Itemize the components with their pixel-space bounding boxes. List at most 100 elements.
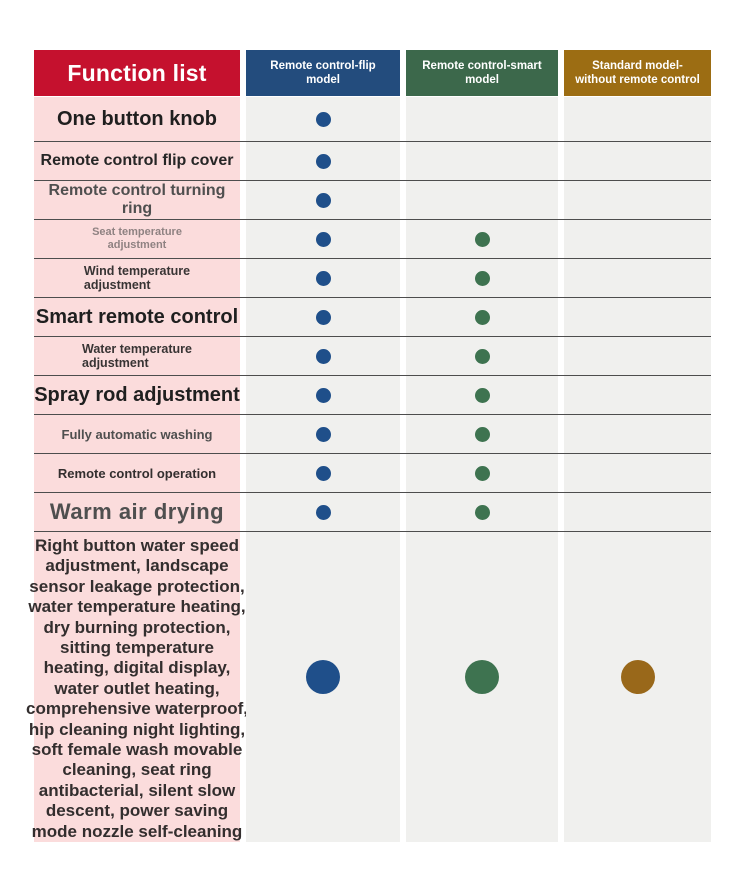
feature-cell-smart (406, 97, 558, 141)
row-label-cell: Remote control flip cover (34, 142, 240, 180)
feature-cell-smart (406, 454, 558, 492)
feature-cell-flip (246, 415, 400, 453)
feature-cell-standard (564, 259, 711, 297)
feature-cell-smart (406, 415, 558, 453)
feature-dot-flip (315, 192, 331, 208)
col-flip-model-label: Remote control-flip model (270, 59, 376, 86)
feature-cell-standard (564, 298, 711, 336)
row-label: Remote control flip cover (40, 152, 234, 169)
feature-dot-flip (315, 504, 331, 520)
feature-cell-smart (406, 142, 558, 180)
header-col-flip-model: Remote control-flip model (246, 50, 400, 96)
feature-cell-flip (246, 97, 400, 141)
feature-dot-smart (474, 309, 490, 325)
feature-cell-standard (564, 97, 711, 141)
table-row: One button knob (34, 97, 711, 142)
table-row: Right button water speed adjustment, lan… (26, 532, 711, 843)
feature-cell-smart (406, 337, 558, 375)
table-row: Spray rod adjustment (34, 376, 711, 415)
feature-cell-flip (246, 376, 400, 414)
feature-dot-flip (315, 270, 331, 286)
feature-cell-smart (406, 493, 558, 531)
feature-dot-flip (315, 231, 331, 247)
row-label-cell: Remote control operation (34, 454, 240, 492)
feature-cell-standard (564, 493, 711, 531)
table-row: Wind temperature adjustment (34, 259, 711, 298)
feature-dot-flip (315, 426, 331, 442)
col-standard-model-label: Standard model-without remote control (575, 59, 700, 86)
row-label: Fully automatic washing (61, 426, 213, 442)
feature-cell-smart (406, 532, 558, 843)
feature-cell-standard (564, 142, 711, 180)
feature-cell-smart (406, 376, 558, 414)
feature-cell-smart (406, 259, 558, 297)
table-row: Seat temperature adjustment (34, 220, 711, 259)
table-row: Remote control flip cover (34, 142, 711, 181)
row-label-cell: Water temperature adjustment (34, 337, 240, 375)
row-label-cell: Wind temperature adjustment (34, 259, 240, 297)
row-label: Remote control turning ring (48, 182, 226, 217)
feature-cell-standard (564, 532, 711, 843)
feature-dot-flip (315, 348, 331, 364)
feature-cell-flip (246, 337, 400, 375)
table-row: Remote control operation (34, 454, 711, 493)
row-label: Wind temperature adjustment (83, 263, 191, 292)
feature-cell-smart (406, 220, 558, 258)
feature-dot-smart (474, 348, 490, 364)
row-label-cell: Warm air drying (34, 493, 240, 531)
feature-dot-flip (315, 387, 331, 403)
feature-cell-flip (246, 532, 400, 843)
feature-cell-flip (246, 454, 400, 492)
feature-cell-standard (564, 337, 711, 375)
header-col-standard-model: Standard model-without remote control (564, 50, 711, 96)
feature-dot-smart (465, 660, 499, 695)
feature-dot-smart (474, 465, 490, 481)
feature-dot-smart (474, 387, 490, 403)
feature-dot-standard (620, 660, 655, 695)
feature-cell-flip (246, 142, 400, 180)
col-smart-model-label: Remote control-smart model (422, 59, 542, 86)
row-label: Remote control operation (57, 465, 217, 481)
feature-cell-standard (564, 220, 711, 258)
feature-dot-flip (315, 309, 331, 325)
row-label-cell: Fully automatic washing (34, 415, 240, 453)
row-label: Smart remote control (35, 305, 239, 328)
feature-cell-standard (564, 415, 711, 453)
row-label-cell: One button knob (34, 97, 240, 141)
table-header: Function list Remote control-flip model … (34, 50, 711, 96)
header-function-list: Function list (34, 50, 240, 96)
feature-cell-smart (406, 181, 558, 219)
row-label-cell: Spray rod adjustment (34, 376, 240, 414)
table-row: Remote control turning ring (34, 181, 711, 220)
row-label: Right button water speed adjustment, lan… (25, 536, 248, 841)
row-label-cell: Seat temperature adjustment (34, 220, 240, 258)
row-label-cell: Smart remote control (34, 298, 240, 336)
table-row: Smart remote control (34, 298, 711, 337)
table-row: Water temperature adjustment (34, 337, 711, 376)
comparison-table: Function list Remote control-flip model … (26, 50, 711, 843)
feature-dot-smart (474, 504, 490, 520)
feature-cell-flip (246, 493, 400, 531)
feature-cell-flip (246, 298, 400, 336)
feature-dot-flip (315, 465, 331, 481)
table-row: Fully automatic washing (34, 415, 711, 454)
feature-dot-flip (315, 111, 331, 127)
row-label: One button knob (57, 107, 217, 130)
feature-cell-standard (564, 454, 711, 492)
table-row: Warm air drying (34, 493, 711, 532)
row-label: Warm air drying (49, 499, 225, 524)
row-label-cell: Right button water speed adjustment, lan… (26, 532, 248, 843)
row-label-cell: Remote control turning ring (34, 181, 240, 219)
row-label: Water temperature adjustment (82, 341, 192, 370)
feature-dot-smart (474, 270, 490, 286)
table-body: One button knob Remote control flip cover… (26, 97, 711, 843)
feature-cell-flip (246, 220, 400, 258)
feature-dot-smart (474, 231, 490, 247)
feature-cell-standard (564, 181, 711, 219)
function-list-title: Function list (67, 59, 207, 86)
feature-dot-flip (306, 660, 340, 695)
header-col-smart-model: Remote control-smart model (406, 50, 558, 96)
row-label: Seat temperature adjustment (92, 225, 182, 251)
feature-cell-standard (564, 376, 711, 414)
